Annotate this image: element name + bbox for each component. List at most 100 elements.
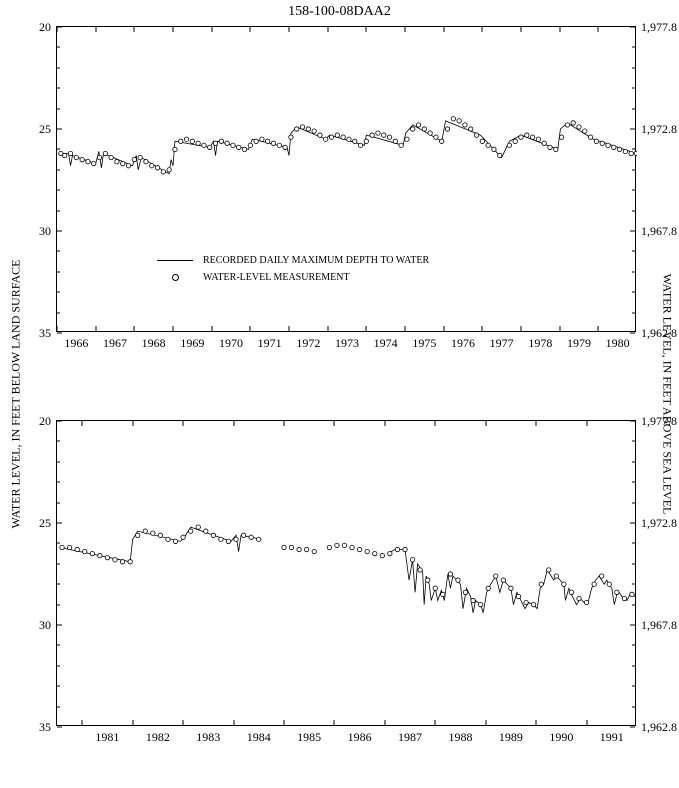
measurement-marker xyxy=(297,547,301,551)
measurement-marker xyxy=(577,125,581,129)
measurement-marker xyxy=(173,539,177,543)
measurement-marker xyxy=(266,139,270,143)
measurement-marker xyxy=(271,141,275,145)
measurement-marker xyxy=(617,147,621,151)
measurement-marker xyxy=(471,598,475,602)
ytick-right-label: 1,972.8 xyxy=(635,517,677,529)
measurement-marker xyxy=(592,582,596,586)
measurement-marker xyxy=(60,545,64,549)
measurement-marker xyxy=(208,145,212,149)
measurement-marker xyxy=(428,131,432,135)
measurement-marker xyxy=(422,127,426,131)
measurement-marker xyxy=(126,164,130,168)
xtick-label: 1971 xyxy=(258,331,282,349)
xtick-label: 1967 xyxy=(103,331,127,349)
ytick-right-label: 1,962.8 xyxy=(635,721,677,733)
xtick-label: 1983 xyxy=(196,725,220,743)
measurement-marker xyxy=(562,582,566,586)
ytick-left-label: 35 xyxy=(39,721,57,733)
measurement-marker xyxy=(257,537,261,541)
measurement-marker xyxy=(434,135,438,139)
measurement-marker xyxy=(612,145,616,149)
measurement-marker xyxy=(513,139,517,143)
ytick-left-label: 25 xyxy=(39,517,57,529)
measurement-marker xyxy=(463,123,467,127)
measurement-marker xyxy=(456,578,460,582)
measurement-marker xyxy=(86,159,90,163)
measurement-marker xyxy=(237,145,241,149)
measurement-marker xyxy=(388,551,392,555)
chart-panel-0: 202530351,977.81,972.81,967.81,962.81966… xyxy=(56,26,636,332)
measurement-marker xyxy=(347,137,351,141)
measurement-marker xyxy=(498,153,502,157)
measurement-marker xyxy=(358,143,362,147)
measurement-marker xyxy=(607,582,611,586)
measurement-marker xyxy=(441,592,445,596)
measurement-marker xyxy=(113,558,117,562)
measurement-marker xyxy=(167,168,171,172)
measurement-marker xyxy=(300,125,304,129)
xtick-label: 1968 xyxy=(142,331,166,349)
measurement-marker xyxy=(196,525,200,529)
xtick-label: 1966 xyxy=(64,331,88,349)
measurement-marker xyxy=(121,161,125,165)
xtick-label: 1977 xyxy=(490,331,514,349)
plot-svg xyxy=(57,421,637,727)
xtick-label: 1970 xyxy=(219,331,243,349)
measurement-marker xyxy=(583,129,587,133)
measurement-marker xyxy=(179,139,183,143)
measurement-marker xyxy=(536,137,540,141)
xtick-label: 1984 xyxy=(247,725,271,743)
daily-max-line xyxy=(387,550,635,613)
measurement-marker xyxy=(318,133,322,137)
ytick-right-label: 1,962.8 xyxy=(635,327,677,339)
measurement-marker xyxy=(184,137,188,141)
measurement-marker xyxy=(105,555,109,559)
measurement-marker xyxy=(277,143,281,147)
measurement-marker xyxy=(90,551,94,555)
measurement-marker xyxy=(350,545,354,549)
xtick-label: 1982 xyxy=(146,725,170,743)
measurement-marker xyxy=(463,590,467,594)
measurement-marker xyxy=(494,574,498,578)
measurement-marker xyxy=(231,143,235,147)
xtick-label: 1988 xyxy=(448,725,472,743)
measurement-marker xyxy=(289,135,293,139)
measurement-marker xyxy=(524,600,528,604)
measurement-marker xyxy=(120,560,124,564)
y-axis-label-left: WATER LEVEL, IN FEET BELOW LAND SURFACE xyxy=(9,260,24,529)
measurement-marker xyxy=(600,574,604,578)
measurement-marker xyxy=(509,586,513,590)
measurement-marker xyxy=(373,551,377,555)
legend-item-marker: WATER-LEVEL MEASUREMENT xyxy=(157,272,429,283)
measurement-marker xyxy=(492,147,496,151)
measurement-marker xyxy=(151,531,155,535)
measurement-marker xyxy=(559,135,563,139)
measurement-marker xyxy=(411,127,415,131)
measurement-marker xyxy=(132,157,136,161)
measurement-marker xyxy=(457,119,461,123)
measurement-marker xyxy=(63,153,67,157)
measurement-marker xyxy=(405,137,409,141)
xtick-label: 1991 xyxy=(600,725,624,743)
measurement-marker xyxy=(202,143,206,147)
chart-title: 158-100-08DAA2 xyxy=(0,4,679,20)
xtick-label: 1975 xyxy=(412,331,436,349)
measurement-marker xyxy=(606,143,610,147)
xtick-label: 1978 xyxy=(528,331,552,349)
measurement-marker xyxy=(600,141,604,145)
measurement-marker xyxy=(289,545,293,549)
measurement-marker xyxy=(248,143,252,147)
measurement-marker xyxy=(403,547,407,551)
measurement-marker xyxy=(128,560,132,564)
measurement-marker xyxy=(196,141,200,145)
measurement-marker xyxy=(622,596,626,600)
measurement-marker xyxy=(364,139,368,143)
measurement-marker xyxy=(539,582,543,586)
measurement-marker xyxy=(80,157,84,161)
measurement-marker xyxy=(342,543,346,547)
measurement-marker xyxy=(547,568,551,572)
measurement-marker xyxy=(109,155,113,159)
measurement-marker xyxy=(241,533,245,537)
measurement-marker xyxy=(474,133,478,137)
